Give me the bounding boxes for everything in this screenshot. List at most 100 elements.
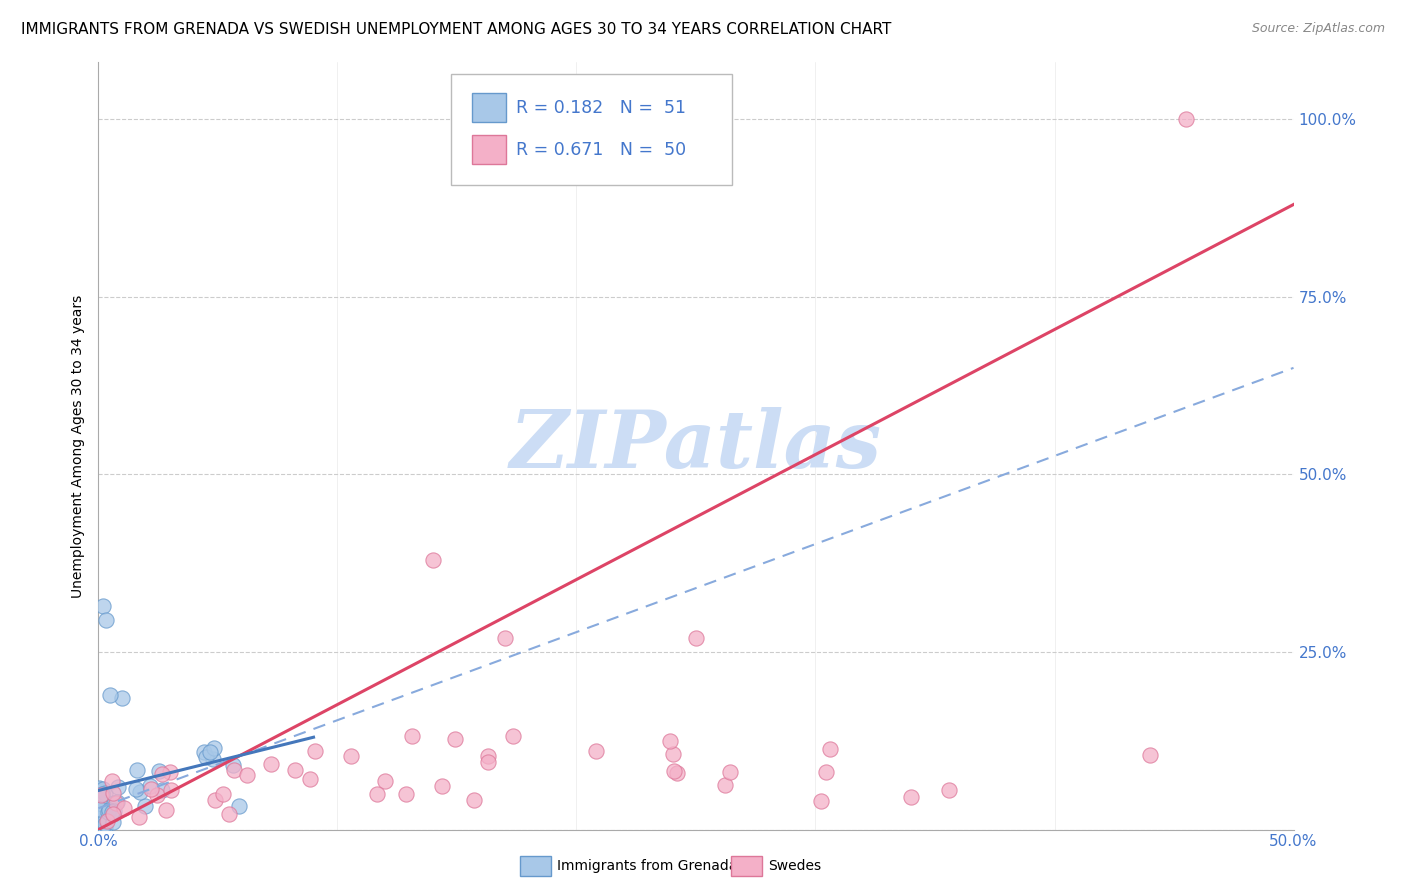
- Point: [150, 767, 173, 781]
- Point: [87, 781, 110, 796]
- Point: [91, 796, 114, 810]
- Point: [94, 786, 117, 800]
- Point: [105, 795, 128, 809]
- Point: [103, 797, 125, 811]
- Point: [139, 782, 162, 797]
- Point: [124, 782, 146, 797]
- Point: [89, 793, 111, 807]
- Point: [159, 764, 181, 779]
- Point: [89, 822, 111, 837]
- FancyBboxPatch shape: [451, 74, 733, 186]
- Point: [202, 751, 225, 765]
- FancyBboxPatch shape: [472, 136, 506, 164]
- Point: [90, 788, 112, 802]
- Point: [89, 809, 111, 823]
- Point: [665, 766, 688, 780]
- Point: [90, 791, 112, 805]
- Point: [374, 774, 396, 789]
- Point: [101, 805, 124, 820]
- Point: [820, 742, 842, 756]
- Point: [284, 763, 307, 777]
- Point: [127, 763, 149, 777]
- Point: [104, 797, 127, 811]
- Point: [134, 799, 156, 814]
- Point: [815, 764, 838, 779]
- Point: [148, 764, 170, 779]
- Point: [150, 783, 173, 797]
- Point: [91, 599, 114, 613]
- Point: [685, 631, 707, 645]
- Point: [93, 805, 115, 819]
- Y-axis label: Unemployment Among Ages 30 to 34 years: Unemployment Among Ages 30 to 34 years: [72, 294, 86, 598]
- Point: [422, 552, 444, 566]
- Point: [222, 764, 245, 778]
- Point: [101, 807, 124, 822]
- Text: ZIPatlas: ZIPatlas: [510, 408, 882, 484]
- Text: IMMIGRANTS FROM GRENADA VS SWEDISH UNEMPLOYMENT AMONG AGES 30 TO 34 YEARS CORREL: IMMIGRANTS FROM GRENADA VS SWEDISH UNEMP…: [21, 22, 891, 37]
- Text: R = 0.182   N =  51: R = 0.182 N = 51: [516, 99, 686, 117]
- Point: [128, 810, 150, 824]
- Point: [236, 768, 259, 782]
- Point: [103, 814, 125, 829]
- Point: [94, 820, 117, 834]
- Point: [98, 803, 121, 817]
- Point: [212, 787, 235, 801]
- Point: [194, 750, 217, 764]
- Point: [900, 790, 922, 805]
- Point: [111, 691, 134, 706]
- Point: [228, 798, 250, 813]
- Point: [94, 817, 117, 831]
- Point: [222, 758, 245, 772]
- Point: [90, 797, 112, 812]
- Point: [87, 781, 110, 796]
- Point: [98, 688, 122, 702]
- Point: [395, 787, 418, 801]
- Point: [96, 814, 118, 829]
- Point: [146, 789, 169, 803]
- Text: Source: ZipAtlas.com: Source: ZipAtlas.com: [1251, 22, 1385, 36]
- Point: [93, 800, 115, 814]
- Point: [477, 756, 499, 770]
- Point: [100, 773, 122, 788]
- Point: [432, 779, 454, 793]
- Point: [91, 787, 114, 801]
- Point: [87, 805, 110, 819]
- Point: [204, 793, 226, 807]
- Point: [91, 800, 114, 814]
- Point: [366, 787, 388, 801]
- Point: [91, 792, 114, 806]
- FancyBboxPatch shape: [472, 93, 506, 122]
- Point: [94, 813, 117, 827]
- Point: [155, 803, 177, 817]
- Point: [198, 745, 221, 759]
- Point: [304, 744, 326, 758]
- Point: [138, 779, 160, 793]
- Point: [202, 741, 225, 756]
- Point: [218, 807, 240, 822]
- Point: [91, 782, 114, 797]
- Point: [938, 782, 960, 797]
- Point: [714, 778, 737, 792]
- Point: [298, 772, 321, 787]
- Point: [662, 764, 685, 778]
- Point: [90, 793, 112, 807]
- Point: [444, 731, 467, 746]
- Point: [128, 785, 150, 799]
- Point: [87, 784, 110, 798]
- Point: [103, 804, 125, 818]
- Point: [463, 793, 485, 807]
- Point: [97, 805, 120, 819]
- Point: [259, 757, 281, 772]
- Point: [1139, 747, 1161, 762]
- Point: [810, 794, 832, 808]
- Point: [94, 613, 117, 627]
- Point: [101, 786, 124, 800]
- Point: [160, 783, 183, 797]
- Point: [340, 748, 363, 763]
- Point: [718, 765, 741, 780]
- Point: [585, 744, 607, 758]
- Point: [1175, 112, 1198, 127]
- Point: [502, 729, 524, 743]
- Point: [107, 780, 129, 795]
- Text: Immigrants from Grenada: Immigrants from Grenada: [557, 859, 737, 873]
